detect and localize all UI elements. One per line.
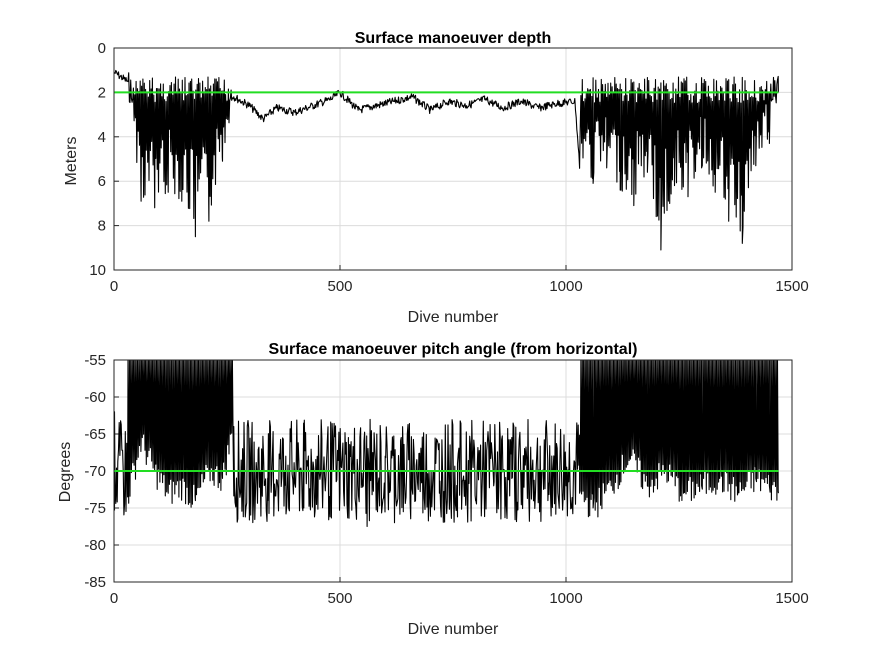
y-tick-label: -70 bbox=[84, 463, 106, 480]
pitch-chart-title: Surface manoeuver pitch angle (from hori… bbox=[269, 341, 638, 358]
pitch-y-axis-label: Degrees bbox=[57, 442, 74, 502]
depth-y-tick-labels: 0 2 4 6 8 10 bbox=[89, 40, 106, 279]
pitch-axes-frame bbox=[113, 359, 793, 583]
x-tick-label: 1000 bbox=[549, 590, 582, 607]
y-tick-label: 6 bbox=[98, 173, 106, 190]
y-tick-label: 10 bbox=[89, 262, 106, 279]
x-tick-label: 1500 bbox=[775, 278, 808, 295]
y-tick-label: 0 bbox=[98, 40, 106, 57]
pitch-x-tick-labels: 0 500 1000 1500 bbox=[110, 590, 809, 607]
x-tick-label: 500 bbox=[327, 590, 352, 607]
measured-series-line bbox=[114, 360, 779, 528]
pitch-series-group bbox=[114, 360, 779, 528]
y-tick-label: -65 bbox=[84, 426, 106, 443]
y-tick-label: 2 bbox=[98, 84, 106, 101]
depth-y-axis-label: Meters bbox=[63, 137, 80, 186]
measured-series-line bbox=[114, 69, 779, 251]
depth-x-tick-labels: 0 500 1000 1500 bbox=[110, 278, 809, 295]
pitch-panel: Surface manoeuver pitch angle (from hori… bbox=[57, 341, 809, 638]
depth-series-group bbox=[114, 69, 779, 251]
y-tick-label: 4 bbox=[98, 129, 106, 146]
y-tick-label: -80 bbox=[84, 537, 106, 554]
depth-panel: Surface manoeuver depth 0 500 1000 1500 0 2 4… bbox=[63, 30, 809, 326]
depth-chart-title: Surface manoeuver depth bbox=[355, 30, 552, 47]
y-tick-label: -75 bbox=[84, 500, 106, 517]
depth-axes-frame bbox=[113, 47, 793, 271]
pitch-x-axis-label: Dive number bbox=[408, 621, 499, 638]
y-tick-label: -60 bbox=[84, 389, 106, 406]
x-tick-label: 0 bbox=[110, 590, 118, 607]
pitch-y-tick-labels: -55 -60 -65 -70 -75 -80 -85 bbox=[84, 352, 106, 591]
y-tick-label: -85 bbox=[84, 574, 106, 591]
x-tick-label: 1500 bbox=[775, 590, 808, 607]
x-tick-label: 1000 bbox=[549, 278, 582, 295]
y-tick-label: -55 bbox=[84, 352, 106, 369]
x-tick-label: 0 bbox=[110, 278, 118, 295]
y-tick-label: 8 bbox=[98, 218, 106, 235]
x-tick-label: 500 bbox=[327, 278, 352, 295]
depth-x-axis-label: Dive number bbox=[408, 309, 499, 326]
